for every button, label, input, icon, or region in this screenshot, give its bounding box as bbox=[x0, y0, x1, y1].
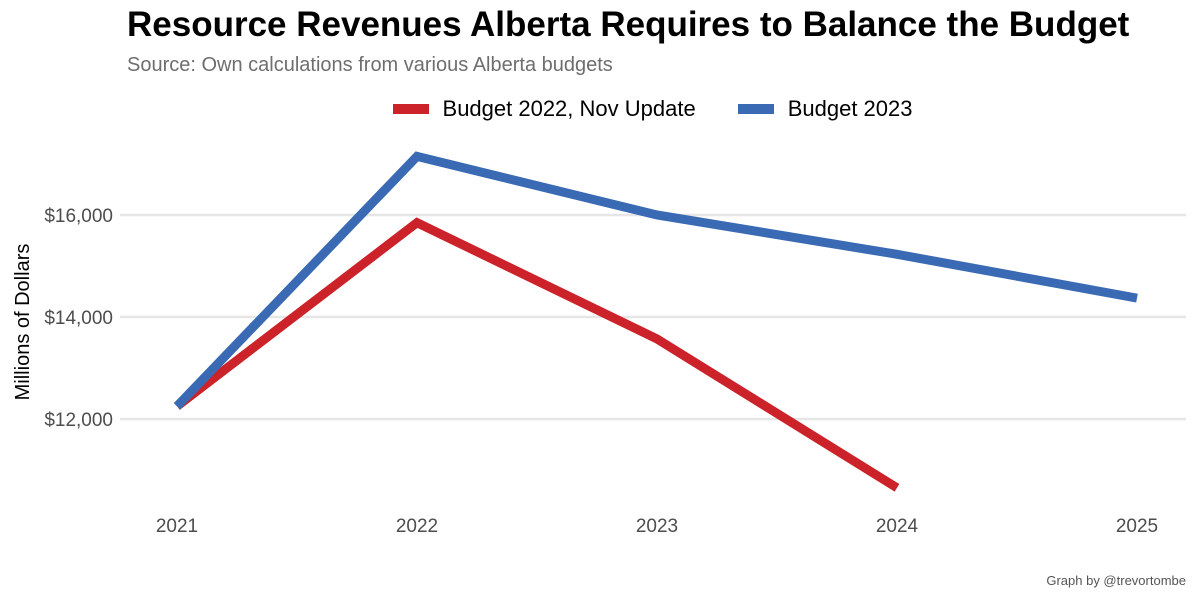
chart-title: Resource Revenues Alberta Requires to Ba… bbox=[127, 5, 1130, 44]
x-tick-label-2025: 2025 bbox=[1116, 516, 1158, 537]
legend-swatch-budget-2023 bbox=[737, 104, 774, 114]
x-tick-label-2023: 2023 bbox=[636, 516, 678, 537]
x-tick-label-2021: 2021 bbox=[156, 516, 198, 537]
graph-credit: Graph by @trevortombe bbox=[1046, 573, 1186, 588]
legend-item-budget-2022: Budget 2022, Nov Update bbox=[392, 96, 696, 122]
y-axis-label: Millions of Dollars bbox=[12, 244, 34, 401]
chart-legend: Budget 2022, Nov Update Budget 2023 bbox=[0, 96, 1200, 122]
y-tick-label-12000: $12,000 bbox=[44, 410, 113, 431]
y-tick-label-14000: $14,000 bbox=[44, 308, 113, 329]
legend-swatch-budget-2022 bbox=[392, 104, 429, 114]
series-line-budget-2023 bbox=[173, 151, 1138, 410]
legend-label-budget-2023: Budget 2023 bbox=[787, 96, 913, 121]
series-line-budget-2022-nov-update bbox=[174, 217, 900, 492]
chart-subtitle: Source: Own calculations from various Al… bbox=[127, 54, 613, 76]
legend-label-budget-2022: Budget 2022, Nov Update bbox=[442, 96, 696, 121]
x-tick-label-2024: 2024 bbox=[876, 516, 919, 537]
x-tick-label-2022: 2022 bbox=[396, 516, 438, 537]
y-tick-label-16000: $16,000 bbox=[44, 206, 113, 227]
legend-item-budget-2023: Budget 2023 bbox=[737, 96, 913, 122]
